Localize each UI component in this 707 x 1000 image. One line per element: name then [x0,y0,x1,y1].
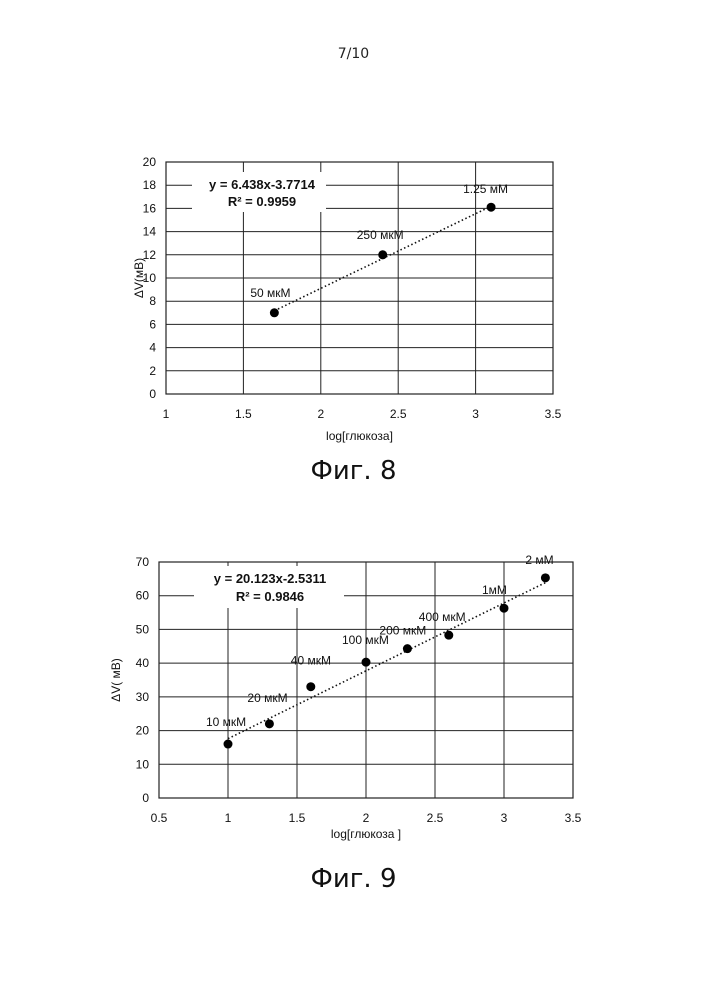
x-tick-label: 3.5 [565,811,582,825]
data-point [500,604,509,613]
x-tick-label: 0.5 [151,811,168,825]
x-tick-label: 2 [363,811,370,825]
y-tick-label: 50 [136,622,150,636]
trendline-equation: y = 20.123x-2.5311 [214,571,326,586]
y-tick-label: 30 [136,690,150,704]
data-point [362,658,371,667]
chart-fig-9: 0 10 20 30 40 50 60 70 0.5 1 1.5 2 2.5 3 3.5 y = 20.123… [0,0,707,860]
data-point [403,644,412,653]
y-tick-label: 70 [136,555,150,569]
x-tick-label: 1.5 [289,811,306,825]
point-label: 20 мкМ [247,691,287,705]
data-point [306,682,315,691]
data-point [224,740,233,749]
x-tick-label: 3 [501,811,508,825]
data-point [444,631,453,640]
data-point [265,719,274,728]
y-tick-label: 40 [136,656,150,670]
point-label: 200 мкМ [379,624,426,638]
r-squared-label: R² = 0.9846 [236,589,304,604]
point-label: 10 мкМ [206,715,246,729]
y-tick-label: 0 [142,791,149,805]
point-label: 1мМ [482,583,507,597]
x-tick-label: 1 [225,811,232,825]
point-label: 400 мкМ [419,610,466,624]
data-point [541,573,550,582]
y-tick-label: 20 [136,724,150,738]
point-label: 40 мкМ [291,654,331,668]
x-axis-label: log[глюкоза ] [331,827,401,841]
y-tick-label: 60 [136,589,150,603]
x-tick-label: 2.5 [427,811,444,825]
y-tick-label: 10 [136,757,150,771]
point-label: 2 мМ [525,553,553,567]
figure-9-caption: Фиг. 9 [0,864,707,894]
y-axis-label: ΔV( мВ) [109,658,123,702]
